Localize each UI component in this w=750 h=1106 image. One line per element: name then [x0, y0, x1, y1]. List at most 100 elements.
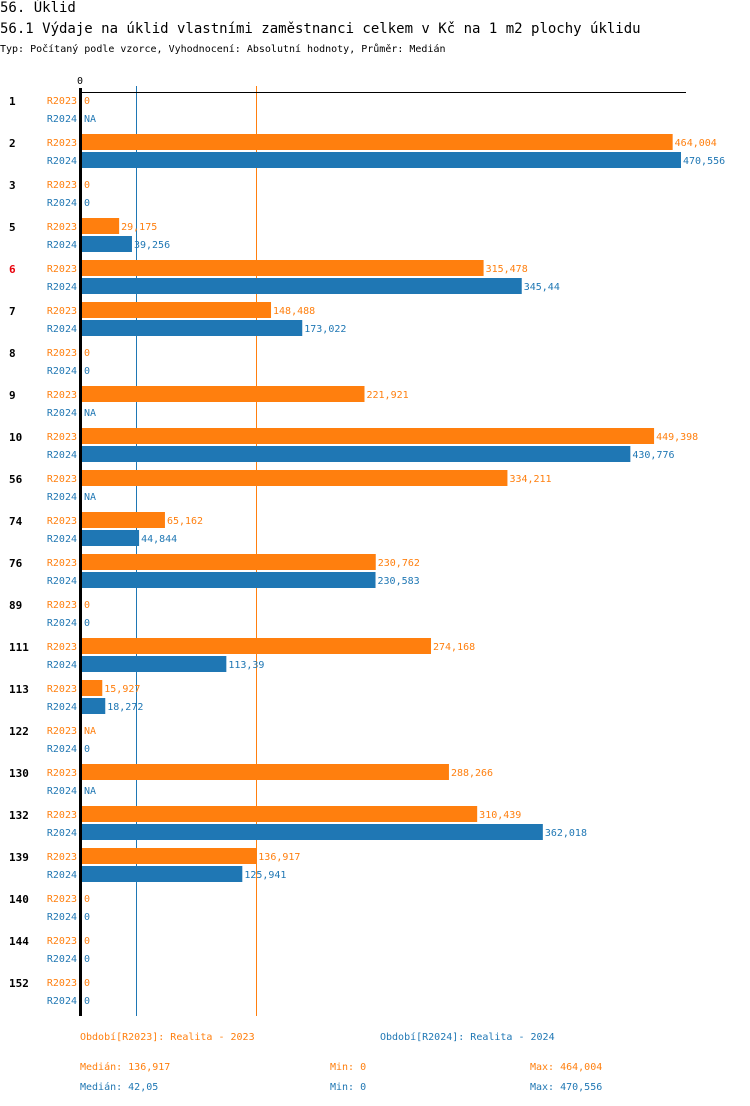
bar-r2024 [82, 656, 227, 672]
series-label-r2023: R2023 [47, 810, 77, 821]
legend-r2024: Období[R2024]: Realita - 2024 [380, 1032, 555, 1043]
series-label-r2023: R2023 [47, 222, 77, 233]
y-axis-line [79, 88, 82, 1016]
category-label: 113 [9, 683, 29, 696]
data-label-r2024: 470,556 [683, 156, 725, 167]
series-label-r2023: R2023 [47, 978, 77, 989]
data-label-r2024: NA [84, 492, 96, 503]
data-label-r2024: 362,018 [545, 828, 587, 839]
r2023-max: Max: 464,004 [530, 1062, 603, 1073]
x-tick-label: 0 [77, 76, 83, 87]
category-label: 1 [9, 95, 16, 108]
legend-r2023: Období[R2023]: Realita - 2023 [80, 1032, 255, 1043]
data-label-r2024: 230,583 [378, 576, 420, 587]
series-label-r2024: R2024 [47, 870, 77, 881]
bar-r2024 [82, 320, 303, 336]
data-label-r2024: 430,776 [632, 450, 674, 461]
category-label: 7 [9, 305, 16, 318]
data-label-r2023: 334,211 [509, 474, 551, 485]
category-label: 9 [9, 389, 16, 402]
data-label-r2023: 148,488 [273, 306, 315, 317]
bar-r2023 [82, 512, 165, 528]
category-label: 8 [9, 347, 16, 360]
bar-r2023 [82, 260, 484, 276]
chart-subtitle: Typ: Počítaný podle vzorce, Vyhodnocení:… [0, 44, 446, 55]
series-label-r2024: R2024 [47, 198, 77, 209]
data-label-r2024: NA [84, 114, 96, 125]
series-label-r2024: R2024 [47, 450, 77, 461]
data-label-r2024: NA [84, 408, 96, 419]
section-title: 56. Úklid [0, 0, 76, 16]
category-label: 89 [9, 599, 22, 612]
data-label-r2023: 0 [84, 894, 90, 905]
category-label: 152 [9, 977, 29, 990]
data-label-r2023: 221,921 [366, 390, 408, 401]
series-label-r2023: R2023 [47, 432, 77, 443]
series-label-r2024: R2024 [47, 366, 77, 377]
data-label-r2024: 0 [84, 618, 90, 629]
series-label-r2023: R2023 [47, 768, 77, 779]
series-label-r2024: R2024 [47, 786, 77, 797]
category-label: 5 [9, 221, 16, 234]
series-label-r2024: R2024 [47, 114, 77, 125]
series-label-r2024: R2024 [47, 618, 77, 629]
category-label: 76 [9, 557, 23, 570]
data-label-r2023: 315,478 [486, 264, 528, 275]
bar-r2024 [82, 824, 543, 840]
data-label-r2024: 0 [84, 744, 90, 755]
bar-r2024 [82, 152, 681, 168]
bar-r2023 [82, 428, 655, 444]
category-label: 10 [9, 431, 22, 444]
data-label-r2023: 0 [84, 936, 90, 947]
bar-r2023 [82, 806, 478, 822]
data-label-r2024: 345,44 [524, 282, 560, 293]
series-label-r2024: R2024 [47, 492, 77, 503]
series-label-r2024: R2024 [47, 240, 77, 251]
data-label-r2024: 113,39 [228, 660, 264, 671]
data-label-r2024: 0 [84, 954, 90, 965]
series-label-r2024: R2024 [47, 954, 77, 965]
series-label-r2024: R2024 [47, 702, 77, 713]
category-label: 6 [9, 263, 16, 276]
series-label-r2023: R2023 [47, 180, 77, 191]
series-label-r2024: R2024 [47, 534, 77, 545]
series-label-r2023: R2023 [47, 642, 77, 653]
series-label-r2023: R2023 [47, 306, 77, 317]
series-label-r2023: R2023 [47, 894, 77, 905]
bar-r2024 [82, 530, 140, 546]
series-label-r2023: R2023 [47, 852, 77, 863]
data-label-r2023: NA [84, 726, 96, 737]
bar-r2023 [82, 470, 508, 486]
r2024-median: Medián: 42,05 [80, 1082, 159, 1093]
data-label-r2023: 29,175 [121, 222, 157, 233]
series-label-r2023: R2023 [47, 684, 77, 695]
bar-r2023 [82, 554, 376, 570]
category-label: 132 [9, 809, 29, 822]
data-label-r2024: 39,256 [134, 240, 170, 251]
bar-r2024 [82, 236, 132, 252]
r2023-min: Min: 0 [330, 1062, 367, 1073]
bar-r2023 [82, 386, 365, 402]
data-label-r2023: 230,762 [378, 558, 420, 569]
series-label-r2023: R2023 [47, 138, 77, 149]
chart-title: 56.1 Výdaje na úklid vlastními zaměstnan… [0, 21, 641, 37]
bar-r2023 [82, 302, 272, 318]
data-label-r2024: 0 [84, 198, 90, 209]
data-label-r2023: 274,168 [433, 642, 475, 653]
category-label: 144 [9, 935, 29, 948]
bar-r2024 [82, 572, 376, 588]
series-label-r2024: R2024 [47, 660, 77, 671]
r2023-median: Medián: 136,917 [80, 1062, 171, 1073]
series-label-r2023: R2023 [47, 264, 77, 275]
data-label-r2023: 449,398 [656, 432, 698, 443]
data-label-r2024: 173,022 [304, 324, 346, 335]
category-label: 56 [9, 473, 23, 486]
series-label-r2023: R2023 [47, 348, 77, 359]
bar-r2023 [82, 218, 120, 234]
data-label-r2024: 18,272 [107, 702, 143, 713]
data-label-r2023: 0 [84, 96, 90, 107]
series-label-r2023: R2023 [47, 600, 77, 611]
series-label-r2023: R2023 [47, 726, 77, 737]
category-label: 3 [9, 179, 16, 192]
data-label-r2023: 136,917 [258, 852, 300, 863]
